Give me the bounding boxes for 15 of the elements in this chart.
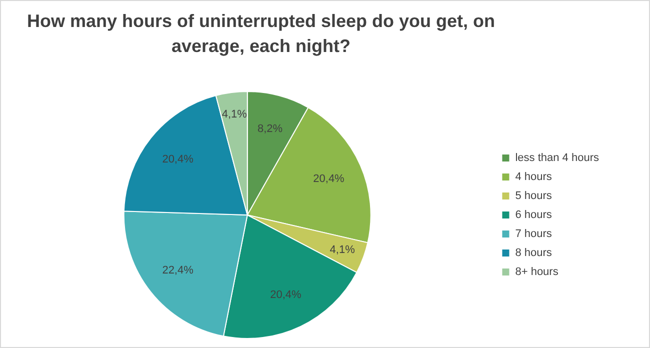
legend-label: 6 hours	[515, 209, 552, 222]
data-label: 20,4%	[162, 154, 194, 166]
data-label: 4,1%	[330, 244, 356, 256]
data-label: 4,1%	[222, 108, 248, 121]
data-label: 8,2%	[257, 123, 283, 136]
legend-label: 4 hours	[515, 171, 552, 184]
legend-label: less than 4 hours	[515, 152, 600, 164]
chart-title: How many hours of uninterrupted sleep do you get, on average, each night?	[26, 10, 496, 58]
data-label: 20,4%	[270, 289, 302, 302]
legend-label: 8+ hours	[515, 266, 559, 278]
data-label: 22,4%	[162, 264, 194, 276]
legend-label: 7 hours	[515, 228, 552, 240]
legend-label: 8 hours	[515, 247, 552, 260]
legend-label: 5 hours	[515, 190, 552, 202]
data-label: 20,4%	[313, 173, 345, 186]
